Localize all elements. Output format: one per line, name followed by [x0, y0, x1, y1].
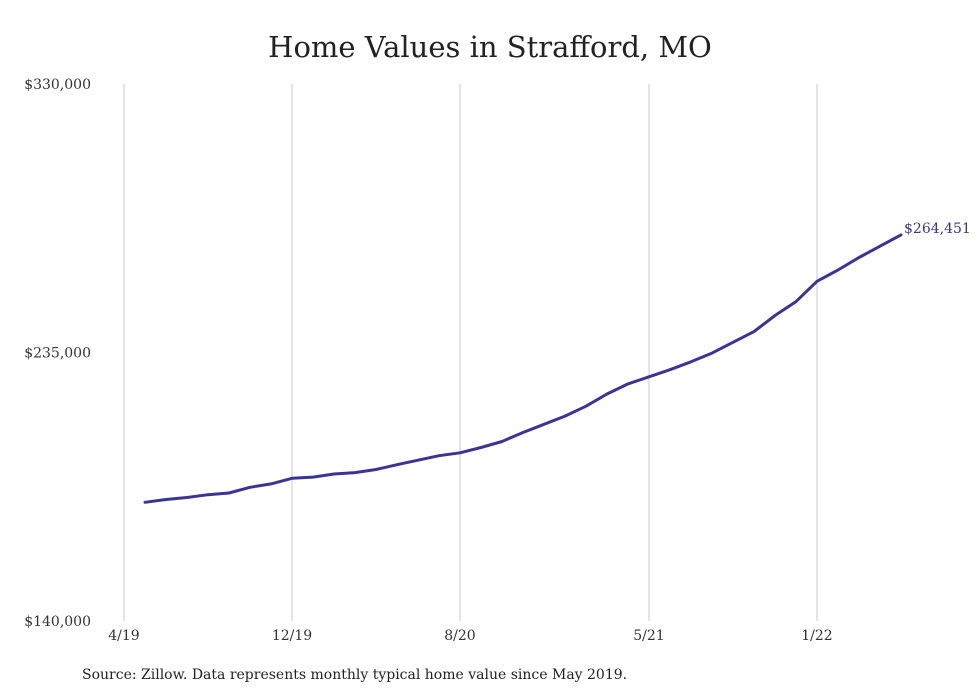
y-tick-label: $235,000 [24, 346, 91, 362]
y-axis-ticks: $330,000 $235,000 $140,000 [24, 77, 91, 630]
x-tick-label: 12/19 [272, 628, 312, 644]
chart-title: Home Values in Strafford, MO [268, 30, 712, 64]
x-tick-label: 4/19 [108, 628, 139, 644]
y-tick-label: $140,000 [24, 614, 91, 630]
x-axis-ticks: 4/19 12/19 8/20 5/21 1/22 [108, 628, 832, 644]
x-tick-label: 1/22 [801, 628, 832, 644]
end-value-label: $264,451 [904, 221, 971, 237]
source-note: Source: Zillow. Data represents monthly … [82, 667, 628, 683]
end-value-label-group: $264,451 [904, 221, 971, 237]
x-tick-label: 5/21 [633, 628, 664, 644]
series-line [143, 233, 903, 504]
y-tick-label: $330,000 [24, 77, 91, 93]
x-tick-label: 8/20 [444, 628, 475, 644]
gridlines [123, 84, 818, 621]
series-line-group [143, 233, 903, 504]
